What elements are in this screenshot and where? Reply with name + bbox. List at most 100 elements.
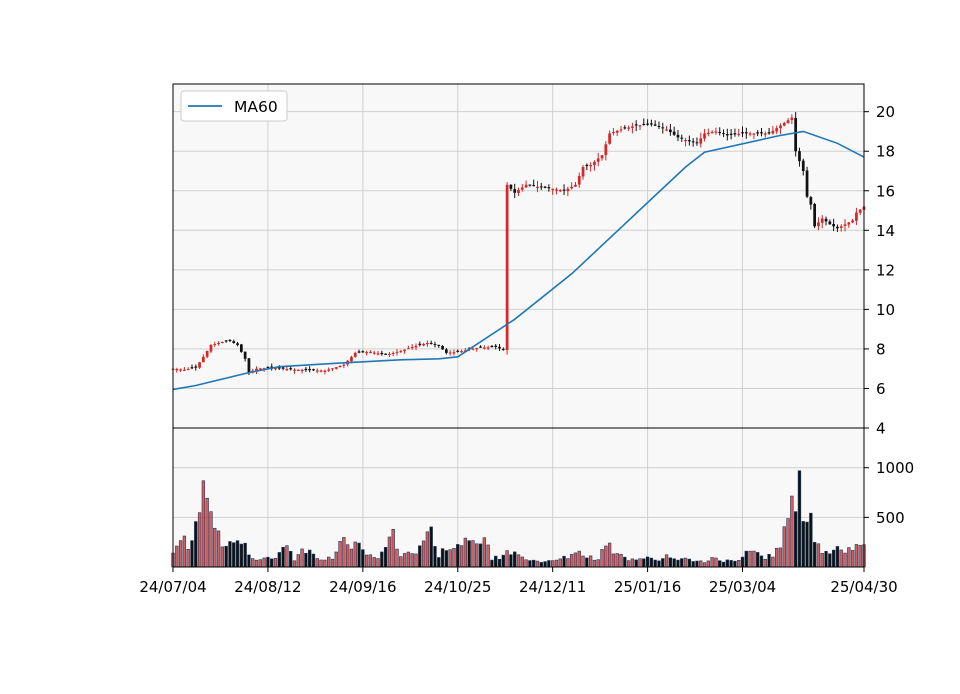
- volume-bar: [532, 559, 536, 568]
- volume-bar: [551, 560, 555, 568]
- volume-bar: [285, 545, 289, 568]
- xtick-label: 24/10/25: [424, 578, 491, 596]
- volume-bar: [737, 560, 741, 568]
- candle-body: [817, 222, 820, 227]
- volume-bar: [232, 542, 236, 568]
- candle-body: [342, 364, 346, 366]
- volume-bar: [573, 552, 578, 568]
- candle-body: [710, 132, 714, 134]
- candle-body: [205, 350, 209, 357]
- volume-bar: [680, 558, 684, 568]
- volume-bar: [793, 511, 798, 568]
- candle-body: [388, 353, 391, 356]
- volume-bar: [254, 559, 259, 568]
- candle-body: [331, 368, 334, 370]
- candle-body: [239, 344, 243, 352]
- volume-bar: [695, 560, 699, 568]
- candle-body: [684, 140, 687, 142]
- candle-body: [570, 186, 574, 189]
- volume-bar: [786, 518, 790, 568]
- volume-bar: [645, 556, 650, 568]
- candle-body: [270, 366, 274, 368]
- volume-bar: [270, 558, 274, 568]
- volume-bar: [626, 560, 631, 568]
- volume-bar: [357, 542, 361, 568]
- candle-body: [236, 343, 239, 345]
- volume-bar: [429, 526, 433, 568]
- volume-bar: [247, 554, 251, 568]
- candle-body: [650, 123, 653, 125]
- volume-bar: [319, 559, 323, 568]
- grid-lines: [172, 84, 865, 567]
- volume-bar: [372, 557, 376, 568]
- candle-body: [243, 351, 247, 359]
- candle-body: [744, 132, 748, 134]
- candle-body: [410, 346, 414, 349]
- volume-bar: [497, 558, 502, 568]
- volume-bar: [448, 549, 452, 568]
- candle-body: [513, 189, 517, 193]
- volume-bar: [676, 559, 680, 568]
- price-ytick-label: 20: [876, 103, 895, 121]
- candle-body: [855, 212, 858, 221]
- candle-body: [505, 184, 509, 350]
- candle-body: [839, 226, 843, 228]
- volume-bars: [171, 470, 866, 568]
- candle-body: [338, 365, 342, 368]
- volume-bar: [854, 544, 859, 568]
- candle-body: [524, 184, 528, 188]
- candle-body: [543, 186, 547, 188]
- candle-body: [672, 131, 676, 135]
- candle-body: [623, 127, 627, 129]
- volume-bar: [604, 545, 608, 568]
- candle-body: [232, 341, 236, 343]
- volume-bar: [733, 560, 737, 568]
- candle-body: [350, 356, 353, 362]
- volume-bar: [418, 545, 422, 568]
- candle-body: [824, 218, 828, 222]
- volume-bar: [824, 551, 828, 568]
- volume-bar: [831, 549, 836, 568]
- candle-body: [805, 170, 809, 197]
- candle-body: [486, 347, 490, 349]
- volume-bar: [201, 480, 206, 568]
- volume-bar: [338, 541, 342, 568]
- volume-bar: [778, 547, 783, 568]
- volume-bar: [858, 544, 862, 568]
- volume-bar: [581, 555, 585, 568]
- candle-body: [327, 369, 331, 371]
- price-panel-background: [173, 84, 864, 428]
- volume-bar: [805, 521, 809, 568]
- volume-bar: [630, 558, 635, 568]
- volume-bar: [790, 495, 794, 568]
- volume-bar: [383, 547, 388, 568]
- candle-body: [703, 133, 706, 139]
- candle-body: [471, 348, 475, 350]
- volume-axes-frame: [172, 427, 865, 568]
- xtick-label: 24/09/16: [329, 578, 396, 596]
- volume-bar: [175, 545, 179, 568]
- volume-bar: [839, 549, 843, 568]
- volume-bar: [820, 553, 824, 568]
- candle-body: [482, 347, 486, 349]
- candle-body: [615, 130, 619, 133]
- candle-body: [384, 353, 387, 355]
- volume-bar: [668, 557, 673, 568]
- candle-body: [403, 349, 406, 352]
- legend-ma60-label: MA60: [234, 98, 278, 116]
- volume-bar: [767, 554, 771, 568]
- volume-bar: [547, 560, 551, 568]
- volume-bar: [323, 559, 327, 568]
- volume-bar: [258, 559, 262, 568]
- candle-body: [699, 138, 703, 144]
- volume-bar: [289, 551, 293, 568]
- volume-bar: [376, 558, 380, 568]
- volume-bar: [702, 562, 707, 568]
- candle-body: [706, 132, 710, 134]
- volume-bar: [273, 557, 278, 568]
- candle-body: [258, 368, 262, 370]
- candle-body: [729, 133, 733, 135]
- volume-bar: [816, 543, 821, 568]
- price-ytick-label: 14: [876, 222, 895, 240]
